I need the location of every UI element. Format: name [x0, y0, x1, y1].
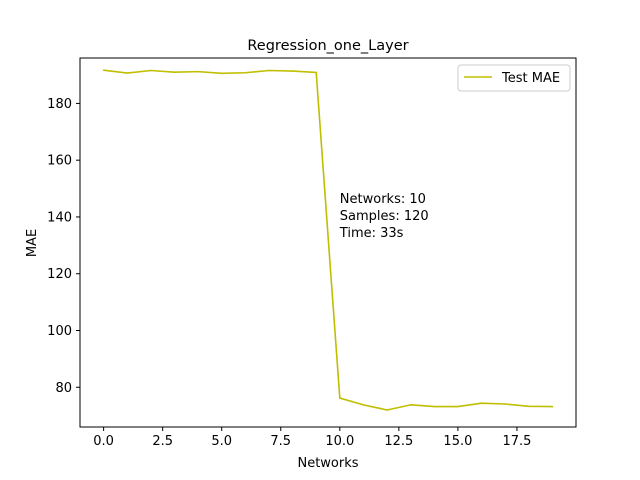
x-tick-label: 2.5 — [152, 434, 173, 449]
data-point — [315, 71, 317, 74]
y-tick-label: 160 — [47, 154, 72, 169]
annotation-line: Time: 33s — [339, 226, 404, 241]
x-tick-label: 10.0 — [325, 434, 354, 449]
x-tick-label: 0.0 — [93, 434, 114, 449]
data-point — [386, 409, 388, 411]
y-tick-label: 180 — [47, 97, 72, 112]
x-axis-label: Networks — [297, 456, 358, 471]
y-tick-label: 120 — [47, 267, 72, 282]
data-point — [220, 72, 223, 75]
y-tick-label: 80 — [55, 381, 72, 396]
chart-title: Regression_one_Layer — [247, 38, 408, 54]
x-tick-label: 17.5 — [502, 434, 531, 449]
x-tick-label: 7.5 — [270, 434, 291, 449]
data-point — [173, 71, 176, 73]
data-point — [433, 405, 436, 408]
legend-label: Test MAE — [501, 71, 560, 86]
data-point — [362, 404, 365, 406]
annotation-line: Networks: 10 — [340, 192, 426, 207]
x-tick-label: 15.0 — [443, 434, 472, 449]
annotation: Networks: 10 Samples: 120 Time: 33s — [339, 192, 429, 241]
data-point — [291, 70, 294, 72]
data-point — [551, 405, 554, 408]
legend-box — [457, 64, 571, 92]
data-point — [268, 69, 270, 72]
annotation-line: Samples: 120 — [340, 209, 429, 224]
data-point — [457, 405, 459, 408]
data-point — [339, 397, 341, 399]
x-axis: 0.0 2.5 5.0 7.5 10.0 12.5 15.0 17.5 — [93, 427, 531, 449]
y-axis: 80 100 120 140 160 180 — [47, 97, 80, 396]
y-tick-label: 100 — [47, 324, 72, 339]
data-point — [409, 404, 412, 406]
legend: Test MAE — [457, 64, 571, 92]
data-point — [527, 405, 530, 408]
data-point — [244, 71, 247, 74]
data-point — [197, 70, 199, 73]
x-tick-label: 5.0 — [211, 434, 232, 449]
plot-area — [102, 69, 554, 411]
data-point — [504, 403, 506, 405]
x-tick-label: 12.5 — [384, 434, 413, 449]
y-axis-label: MAE — [25, 229, 40, 257]
series-line-0 — [103, 69, 553, 411]
data-point — [480, 402, 483, 404]
data-point — [126, 72, 129, 74]
data-point — [102, 69, 105, 72]
data-point — [150, 69, 152, 72]
axes-frame — [79, 57, 577, 428]
y-tick-label: 140 — [47, 210, 72, 225]
